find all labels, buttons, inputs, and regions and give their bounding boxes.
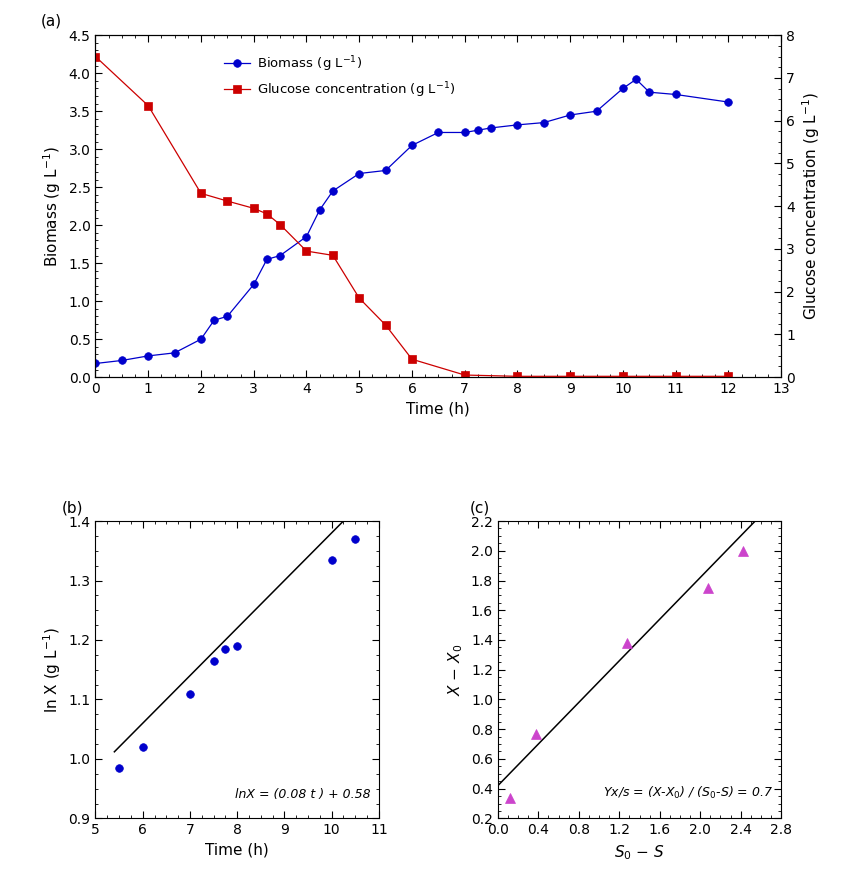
Biomass (g L$^{-1}$) — [314, 205, 325, 216]
Line: Glucose concentration (g L$^{-1}$): Glucose concentration (g L$^{-1}$) — [92, 53, 733, 380]
Glucose concentration (g L$^{-1}$) — [512, 371, 523, 382]
Glucose concentration (g L$^{-1}$) — [222, 195, 233, 206]
Biomass (g L$^{-1}$) — [565, 110, 575, 121]
Y-axis label: $X$ $-$ $X_{0}$: $X$ $-$ $X_{0}$ — [447, 643, 465, 696]
Glucose concentration (g L$^{-1}$) — [723, 371, 733, 382]
Biomass (g L$^{-1}$) — [723, 97, 733, 107]
Biomass (g L$^{-1}$) — [670, 89, 681, 99]
Y-axis label: ln X (g L$^{-1}$): ln X (g L$^{-1}$) — [42, 627, 63, 713]
Biomass (g L$^{-1}$) — [222, 312, 233, 322]
Biomass (g L$^{-1}$) — [275, 250, 286, 260]
Glucose concentration (g L$^{-1}$) — [143, 100, 154, 111]
Line: Biomass (g L$^{-1}$): Biomass (g L$^{-1}$) — [92, 76, 733, 367]
Glucose concentration (g L$^{-1}$) — [275, 219, 286, 230]
Glucose concentration (g L$^{-1}$) — [301, 246, 312, 256]
Glucose concentration (g L$^{-1}$) — [407, 354, 418, 364]
X-axis label: Time (h): Time (h) — [406, 401, 470, 416]
Glucose concentration (g L$^{-1}$) — [248, 203, 259, 214]
Biomass (g L$^{-1}$) — [644, 87, 654, 98]
Biomass (g L$^{-1}$) — [631, 74, 641, 84]
Y-axis label: Biomass (g L$^{-1}$): Biomass (g L$^{-1}$) — [42, 146, 63, 267]
Text: Yx/s = (X-X$_{0}$) / (S$_{0}$-S) = 0.7: Yx/s = (X-X$_{0}$) / (S$_{0}$-S) = 0.7 — [602, 784, 773, 801]
Biomass (g L$^{-1}$) — [169, 348, 180, 358]
X-axis label: Time (h): Time (h) — [206, 843, 269, 858]
Glucose concentration (g L$^{-1}$) — [380, 319, 391, 330]
Biomass (g L$^{-1}$) — [433, 128, 444, 138]
Text: (a): (a) — [41, 13, 62, 28]
Glucose concentration (g L$^{-1}$) — [327, 250, 338, 260]
Biomass (g L$^{-1}$) — [459, 128, 470, 138]
Y-axis label: Glucose concentration (g L$^{-1}$): Glucose concentration (g L$^{-1}$) — [800, 92, 822, 320]
Biomass (g L$^{-1}$) — [248, 279, 259, 290]
Biomass (g L$^{-1}$) — [473, 125, 483, 136]
Glucose concentration (g L$^{-1}$) — [618, 371, 628, 382]
Glucose concentration (g L$^{-1}$) — [90, 51, 101, 62]
Biomass (g L$^{-1}$) — [512, 120, 523, 130]
Biomass (g L$^{-1}$) — [90, 358, 101, 369]
Text: lnX = (0.08 t ) + 0.58: lnX = (0.08 t ) + 0.58 — [234, 788, 371, 801]
Biomass (g L$^{-1}$) — [486, 122, 496, 133]
Biomass (g L$^{-1}$) — [301, 231, 312, 242]
Biomass (g L$^{-1}$) — [618, 83, 628, 93]
Glucose concentration (g L$^{-1}$) — [565, 371, 575, 382]
Text: (b): (b) — [62, 500, 83, 515]
Glucose concentration (g L$^{-1}$) — [459, 370, 470, 380]
Biomass (g L$^{-1}$) — [116, 356, 127, 366]
Biomass (g L$^{-1}$) — [354, 168, 365, 179]
Biomass (g L$^{-1}$) — [539, 117, 549, 128]
Biomass (g L$^{-1}$) — [380, 165, 391, 176]
Biomass (g L$^{-1}$) — [196, 334, 207, 344]
Biomass (g L$^{-1}$) — [591, 106, 602, 116]
Biomass (g L$^{-1}$) — [407, 140, 418, 150]
Glucose concentration (g L$^{-1}$) — [354, 293, 365, 304]
Biomass (g L$^{-1}$) — [262, 254, 273, 265]
Glucose concentration (g L$^{-1}$) — [196, 188, 207, 199]
Biomass (g L$^{-1}$) — [327, 186, 338, 196]
Text: (c): (c) — [470, 500, 490, 515]
Legend: Biomass (g L$^{-1}$), Glucose concentration (g L$^{-1}$): Biomass (g L$^{-1}$), Glucose concentrat… — [219, 48, 461, 105]
Biomass (g L$^{-1}$) — [209, 315, 220, 326]
Biomass (g L$^{-1}$) — [143, 350, 154, 361]
Glucose concentration (g L$^{-1}$) — [670, 371, 681, 382]
X-axis label: $S_{0}$ $-$ $S$: $S_{0}$ $-$ $S$ — [615, 843, 665, 862]
Glucose concentration (g L$^{-1}$) — [262, 209, 273, 219]
